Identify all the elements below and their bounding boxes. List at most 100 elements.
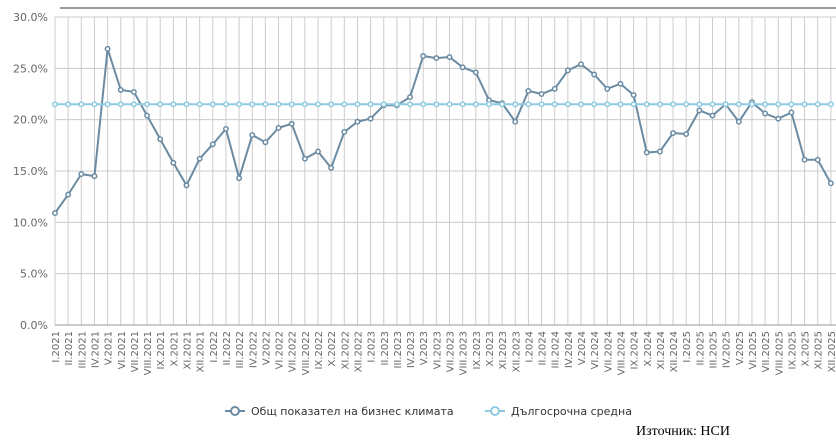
point — [52, 101, 58, 108]
point — [814, 101, 821, 108]
point — [315, 101, 321, 108]
x-tick-label: XI.2025 — [814, 331, 825, 369]
point — [367, 115, 374, 122]
point — [262, 139, 269, 146]
x-tick-label: V.2021 — [104, 331, 115, 365]
point — [433, 55, 440, 62]
point — [196, 101, 203, 108]
x-tick-label: X.2022 — [327, 331, 338, 366]
point — [814, 156, 821, 163]
point — [472, 69, 479, 76]
y-tick-label: 30.0% — [13, 11, 48, 24]
point — [683, 101, 690, 108]
point — [551, 101, 558, 108]
legend-label: Общ показател на бизнес климата — [251, 405, 454, 418]
point — [354, 118, 361, 125]
point — [341, 129, 348, 135]
point — [223, 125, 229, 132]
x-tick-label: VII.2022 — [288, 331, 299, 372]
point — [486, 101, 492, 108]
point — [354, 101, 361, 108]
x-tick-label: IV.2023 — [406, 331, 417, 368]
x-tick-label: VI.2021 — [117, 331, 128, 369]
point — [341, 101, 348, 108]
point — [827, 101, 834, 108]
series-line — [54, 48, 832, 214]
x-tick-label: X.2023 — [485, 331, 496, 366]
x-tick-label: II.2021 — [64, 331, 75, 366]
point — [196, 155, 203, 162]
point — [144, 112, 151, 119]
x-tick-label: I.2024 — [524, 331, 535, 363]
point — [722, 101, 729, 108]
x-tick-label: XII.2023 — [511, 331, 522, 372]
x-tick-label: XI.2021 — [183, 331, 194, 369]
x-tick-label: VII.2024 — [603, 331, 614, 372]
point — [117, 86, 124, 93]
point — [525, 87, 532, 94]
point — [696, 107, 703, 114]
point — [144, 101, 151, 108]
point — [407, 101, 413, 108]
point — [236, 175, 243, 182]
x-tick-label: II.2023 — [380, 331, 391, 366]
x-tick-label: III.2022 — [235, 331, 246, 368]
point — [249, 132, 256, 139]
x-tick-label: III.2023 — [393, 331, 404, 368]
point — [735, 101, 742, 108]
point — [564, 67, 571, 74]
point — [446, 101, 453, 108]
y-tick-label: 5.0% — [20, 268, 48, 281]
point — [801, 101, 808, 108]
x-tick-label: VIII.2022 — [301, 331, 312, 375]
x-tick-label: II.2024 — [538, 331, 549, 366]
point — [788, 109, 795, 116]
x-tick-label: X.2021 — [169, 331, 180, 366]
y-tick-label: 10.0% — [13, 216, 48, 229]
point — [630, 92, 637, 98]
x-tick-label: V.2024 — [577, 331, 588, 365]
point — [591, 71, 598, 78]
point — [328, 101, 335, 108]
x-tick-label: VIII.2021 — [143, 331, 154, 375]
point — [420, 53, 427, 59]
point — [578, 101, 584, 108]
legend-label: Дългосрочна средна — [511, 405, 632, 418]
legend-marker — [490, 406, 500, 416]
point — [630, 101, 637, 108]
point — [538, 91, 545, 97]
point — [301, 101, 308, 108]
point — [130, 101, 137, 108]
point — [223, 101, 229, 108]
point — [301, 155, 308, 162]
y-tick-label: 0.0% — [20, 319, 48, 332]
x-tick-label: II.2022 — [222, 331, 233, 366]
point — [117, 101, 124, 108]
point — [367, 101, 374, 108]
x-tick-label: X.2025 — [801, 331, 812, 366]
point — [209, 141, 216, 148]
point — [538, 101, 545, 108]
y-tick-label: 20.0% — [13, 114, 48, 127]
x-tick-label: IX.2024 — [630, 331, 641, 369]
point — [315, 148, 321, 155]
point — [472, 101, 479, 108]
point — [762, 101, 769, 108]
x-tick-label: IV.2024 — [564, 331, 575, 368]
x-tick-label: III.2024 — [551, 331, 562, 368]
x-tick-label: VI.2025 — [748, 331, 759, 369]
point — [512, 118, 519, 125]
x-tick-label: III.2021 — [77, 331, 88, 368]
point — [65, 191, 72, 198]
x-tick-label: VII.2025 — [761, 331, 772, 372]
x-tick-label: IX.2025 — [787, 331, 798, 369]
x-tick-label: IV.2025 — [722, 331, 733, 368]
point — [578, 61, 584, 68]
point — [288, 101, 295, 108]
point — [328, 164, 335, 171]
point — [775, 115, 782, 122]
x-tick-label: IX.2023 — [472, 331, 483, 369]
point — [604, 101, 611, 108]
x-tick-label: VI.2024 — [590, 331, 601, 369]
point — [709, 112, 716, 119]
